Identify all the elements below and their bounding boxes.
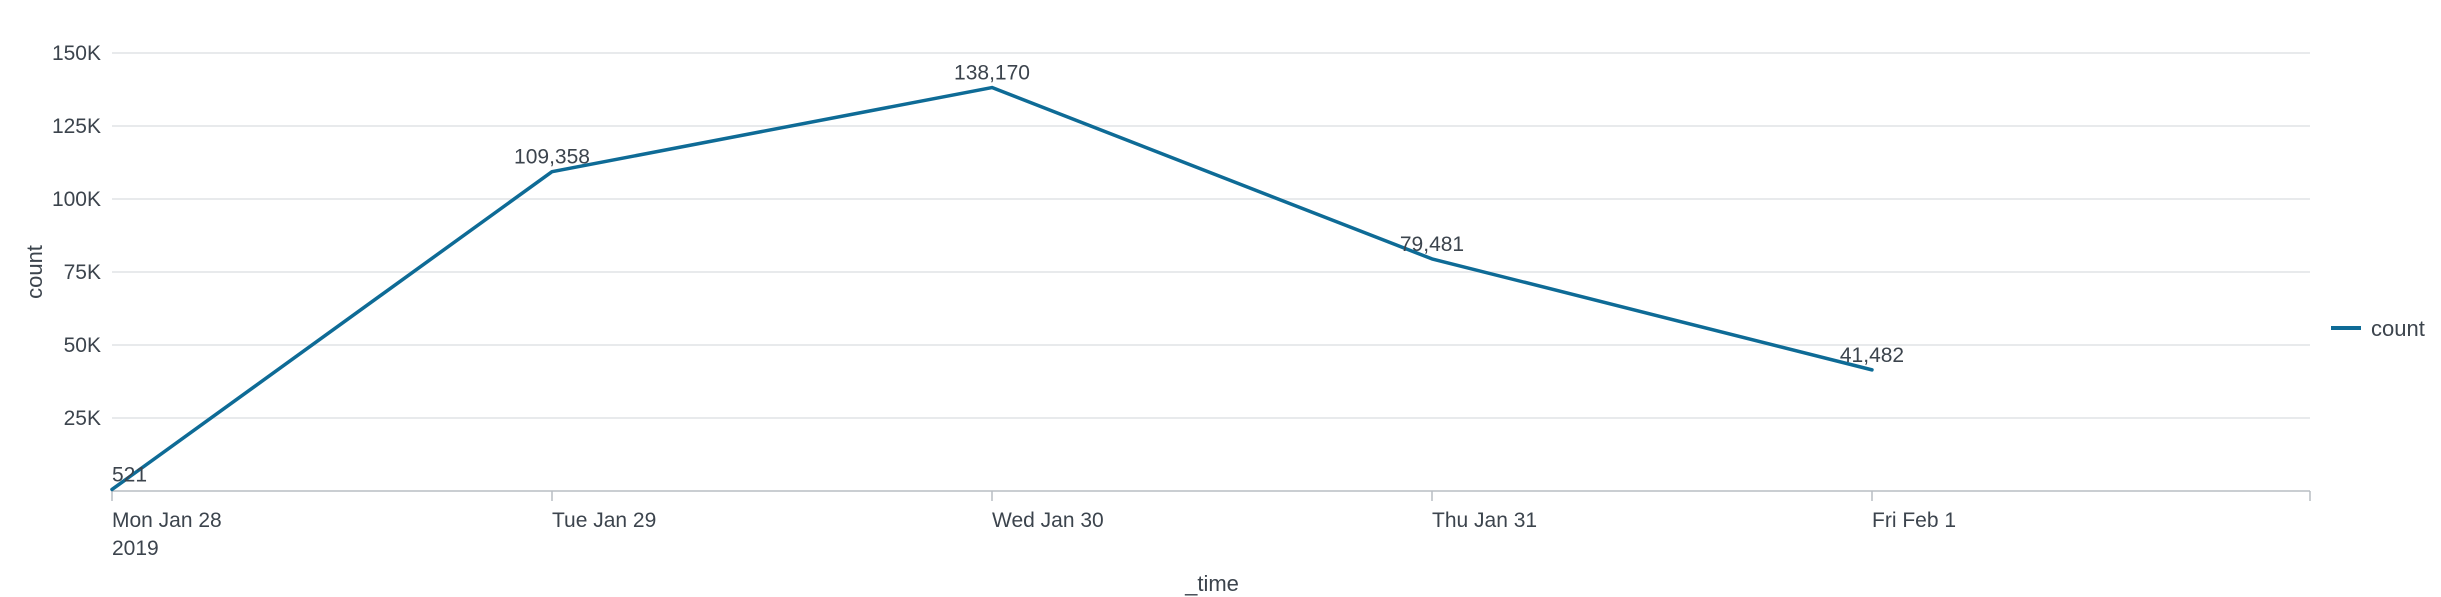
- x-axis-title: _time: [1184, 571, 1239, 596]
- data-label: 138,170: [954, 62, 1030, 85]
- gridlines: [112, 52, 2310, 419]
- x-tick-label: Wed Jan 30: [992, 509, 1104, 532]
- y-tick-label: 100K: [52, 188, 101, 211]
- data-label: 521: [112, 463, 147, 486]
- legend[interactable]: count: [2331, 316, 2425, 341]
- y-tick-label: 25K: [64, 407, 101, 430]
- x-tick-label: Tue Jan 29: [552, 509, 656, 532]
- y-tick-label: 150K: [52, 42, 101, 65]
- data-label: 79,481: [1400, 233, 1464, 256]
- data-label: 109,358: [514, 146, 590, 169]
- y-tick-label: 125K: [52, 115, 101, 138]
- legend-label-count: count: [2371, 316, 2425, 341]
- data-labels: 521 109,358 138,170 79,481 41,482: [112, 62, 1904, 487]
- series-line-count: [110, 85, 1874, 492]
- x-tick-label: Mon Jan 28: [112, 509, 222, 532]
- x-tick-label: Fri Feb 1: [1872, 509, 1956, 532]
- x-tick-label-year: 2019: [112, 537, 159, 560]
- y-tick-label: 75K: [64, 261, 101, 284]
- series: [110, 85, 1874, 492]
- data-label: 41,482: [1840, 344, 1904, 367]
- axes: 25K 50K 75K 100K 125K 150K Mon Jan 28 Tue Jan 2…: [22, 42, 2311, 596]
- y-tick-label: 50K: [64, 334, 101, 357]
- x-tick-label: Thu Jan 31: [1432, 509, 1537, 532]
- y-axis-title: count: [22, 245, 47, 299]
